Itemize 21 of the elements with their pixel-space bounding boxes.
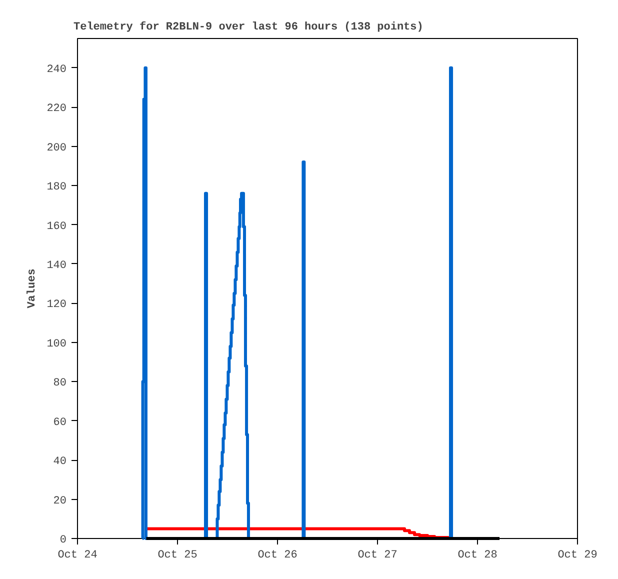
y-tick-label: 40 <box>53 456 66 468</box>
y-tick-label: 0 <box>60 534 67 546</box>
chart-title: Telemetry for R2BLN-9 over last 96 hours (138 points) <box>74 20 424 34</box>
y-tick-label: 200 <box>46 142 67 154</box>
x-tick-label: Oct 25 <box>158 550 198 562</box>
x-tick-label: Oct 29 <box>558 550 598 562</box>
y-tick-label: 60 <box>53 416 66 429</box>
y-tick-label: 160 <box>46 220 67 233</box>
y-tick-label: 240 <box>46 64 67 76</box>
y-tick-label: 80 <box>53 378 66 390</box>
x-tick-label: Oct 28 <box>458 550 498 562</box>
y-axis-title: Values <box>26 268 39 308</box>
y-tick-label: 220 <box>46 103 67 116</box>
y-tick-label: 140 <box>46 260 67 272</box>
y-tick-label: 180 <box>46 182 67 194</box>
y-tick-label: 100 <box>46 338 67 350</box>
x-tick-label: Oct 26 <box>258 550 298 562</box>
x-tick-label: Oct 27 <box>358 550 398 562</box>
y-tick-label: 120 <box>46 299 67 312</box>
y-tick-label: 20 <box>53 495 66 508</box>
x-tick-label: Oct 24 <box>58 550 98 562</box>
